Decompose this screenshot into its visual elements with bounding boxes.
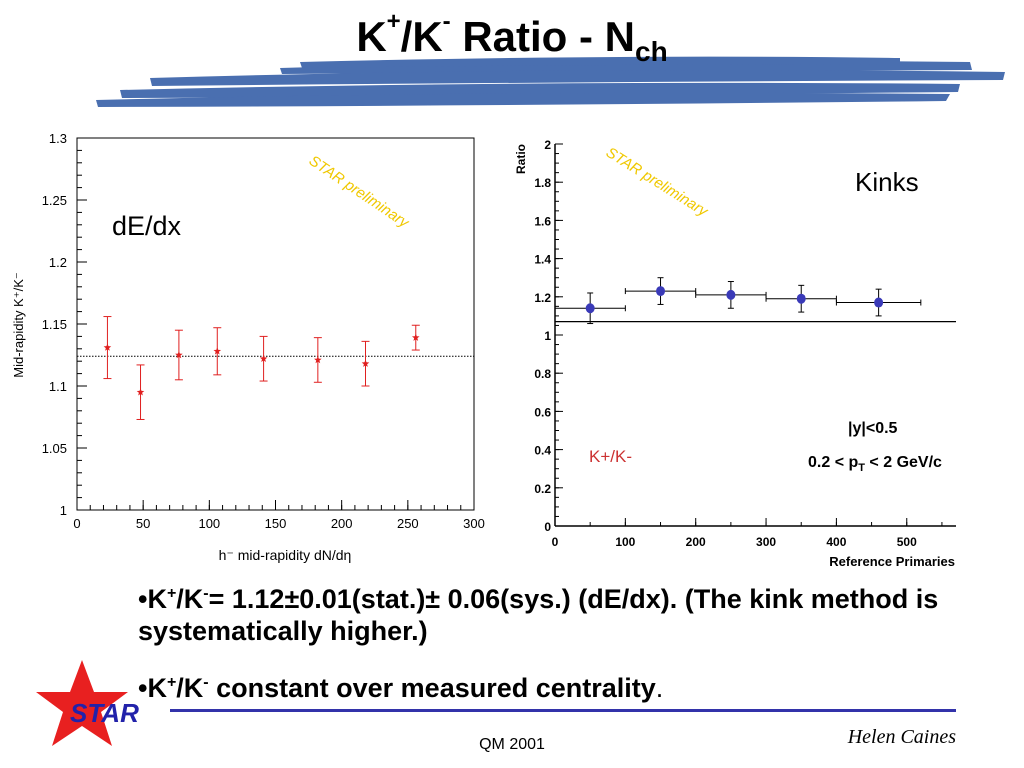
dedx-point-1 — [136, 388, 145, 396]
dedx-point-2 — [175, 351, 183, 359]
star-logo-text: STAR — [70, 698, 139, 728]
dedx-xtick-label-3: 150 — [265, 516, 287, 531]
dedx-ytick-label-6: 1.3 — [49, 131, 67, 146]
dedx-xtick-label-4: 200 — [331, 516, 353, 531]
kinks-ytick-label-2: 0.4 — [534, 444, 551, 458]
dedx-point-3 — [213, 347, 222, 355]
dedx-chart: 0 50 100 150 200 250 300 1 1.05 1.1 1.15 1.2 1.25 1.3… — [11, 131, 485, 563]
kinks-cut-pt: 0.2 < pT < 2 GeV/c — [808, 454, 942, 474]
kinks-xtick-label-1: 100 — [615, 535, 635, 549]
kinks-cut-rapidity: |y|<0.5 — [848, 420, 898, 437]
kinks-ytick-label-1: 0.2 — [534, 482, 551, 496]
dedx-point-4 — [259, 354, 268, 362]
kinks-point-2 — [726, 289, 736, 300]
kinks-ytick-label-9: 1.8 — [534, 176, 551, 190]
kinks-point-1 — [656, 286, 666, 297]
dedx-xlabel: h⁻ mid-rapidity dN/dη — [219, 547, 352, 563]
dedx-ytick-label-4: 1.2 — [49, 255, 67, 270]
dedx-xtick-label-1: 50 — [136, 516, 150, 531]
kinks-plot-bg — [555, 144, 956, 526]
bullet-list: •K+/K-= 1.12±0.01(stat.)± 0.06(sys.) (dE… — [138, 578, 1018, 724]
kinks-xtick-label-0: 0 — [552, 535, 559, 549]
kinks-point-0 — [585, 303, 595, 314]
dedx-xtick-label-2: 100 — [198, 516, 220, 531]
dedx-point-5 — [314, 355, 322, 364]
dedx-ytick-label-0: 1 — [60, 503, 67, 518]
kinks-xtick-label-5: 500 — [897, 535, 917, 549]
dedx-point-7 — [411, 333, 420, 341]
footer-conference: QM 2001 — [479, 736, 545, 753]
dedx-xtick-label-5: 250 — [397, 516, 419, 531]
dedx-point-0 — [103, 343, 112, 351]
kinks-chart: 0 100 200 300 400 500 0 0.2 0.4 0.6 0.8 1 1.2 1.4 1.6 1… — [514, 138, 956, 569]
slide-title: K+/K- Ratio - Nch — [356, 8, 668, 67]
kinks-ylabel: Ratio — [514, 144, 528, 174]
kinks-ytick-label-0: 0 — [544, 520, 551, 534]
dedx-ytick-label-1: 1.05 — [42, 441, 67, 456]
kinks-points — [554, 277, 922, 325]
title-brush-decoration — [96, 56, 1005, 107]
kinks-ytick-label-10: 2 — [544, 138, 551, 152]
dedx-ytick-label-5: 1.25 — [42, 193, 67, 208]
dedx-ytick-label-3: 1.15 — [42, 317, 67, 332]
kinks-ytick-label-6: 1.2 — [534, 291, 551, 305]
kinks-ytick-label-8: 1.6 — [534, 214, 551, 228]
kinks-ytick-label-5: 1 — [544, 329, 551, 343]
dedx-points — [103, 316, 420, 420]
kinks-series-label: K+/K- — [589, 447, 632, 466]
dedx-point-6 — [361, 359, 370, 367]
kinks-point-4 — [874, 297, 884, 308]
kinks-ytick-label-7: 1.4 — [534, 253, 551, 267]
footer-author: Helen Caines — [847, 726, 956, 748]
star-logo-icon — [36, 660, 128, 746]
kinks-point-3 — [796, 293, 806, 304]
kinks-xtick-label-3: 300 — [756, 535, 776, 549]
star-logo: STAR — [36, 660, 139, 746]
dedx-ylabel: Mid-rapidity K⁺/K⁻ — [11, 272, 26, 377]
kinks-xtick-label-2: 200 — [686, 535, 706, 549]
kinks-xlabel: Reference Primaries — [829, 554, 955, 569]
kinks-ytick-label-3: 0.6 — [534, 405, 551, 419]
footer-divider — [170, 709, 956, 712]
kinks-label: Kinks — [855, 167, 919, 197]
bullet-ratio-value: •K+/K-= 1.12±0.01(stat.)± 0.06(sys.) (dE… — [138, 584, 939, 646]
kinks-ticks: 0 100 200 300 400 500 0 0.2 0.4 0.6 0.8 1 1.2 1.4 1.6 1… — [534, 138, 943, 549]
bullet-constant: •K+/K- constant over measured centrality… — [138, 673, 664, 703]
kinks-ytick-label-4: 0.8 — [534, 367, 551, 381]
dedx-ticks: 0 50 100 150 200 250 300 1 1.05 1.1 1.15 1.2 1.25 1.3 — [42, 131, 485, 531]
dedx-ytick-label-2: 1.1 — [49, 379, 67, 394]
kinks-xtick-label-4: 400 — [826, 535, 846, 549]
dedx-label: dE/dx — [112, 211, 182, 241]
dedx-xtick-label-0: 0 — [73, 516, 80, 531]
dedx-xtick-label-6: 300 — [463, 516, 485, 531]
